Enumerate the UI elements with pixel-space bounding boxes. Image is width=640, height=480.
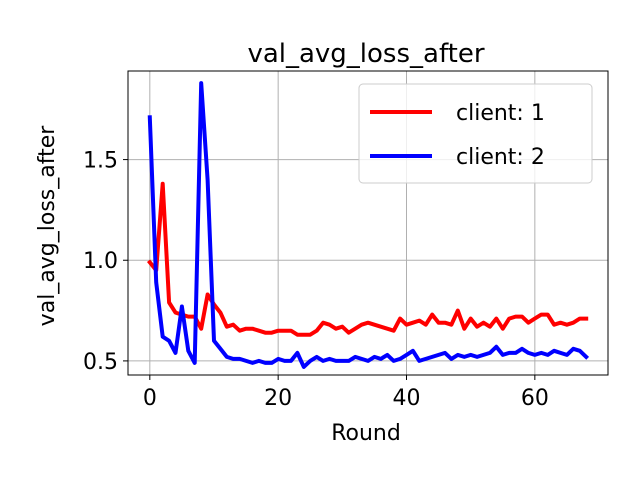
ticks: 0 20 40 60 0.5 1.0 1.5: [83, 149, 549, 411]
legend-label-client-2: client: 2: [456, 145, 545, 170]
y-tick-label: 0.5: [83, 350, 118, 375]
legend: client: 1 client: 2: [358, 83, 593, 184]
x-tick-label: 0: [143, 386, 157, 411]
y-tick-label: 1.5: [83, 149, 118, 174]
y-tick-label: 1.0: [83, 249, 118, 274]
x-tick-label: 40: [393, 386, 421, 411]
y-axis-label: val_avg_loss_after: [35, 125, 60, 327]
series-line-1: [146, 181, 589, 337]
plot-frame: [127, 70, 609, 376]
legend-box: [358, 83, 593, 184]
x-axis-label: Round: [331, 421, 401, 446]
x-tick-label: 60: [521, 386, 549, 411]
x-tick-label: 20: [264, 386, 292, 411]
series-line-2: [147, 81, 590, 369]
legend-label-client-1: client: 1: [456, 101, 545, 126]
series-layer: [146, 81, 590, 369]
chart-title: val_avg_loss_after: [247, 39, 484, 69]
